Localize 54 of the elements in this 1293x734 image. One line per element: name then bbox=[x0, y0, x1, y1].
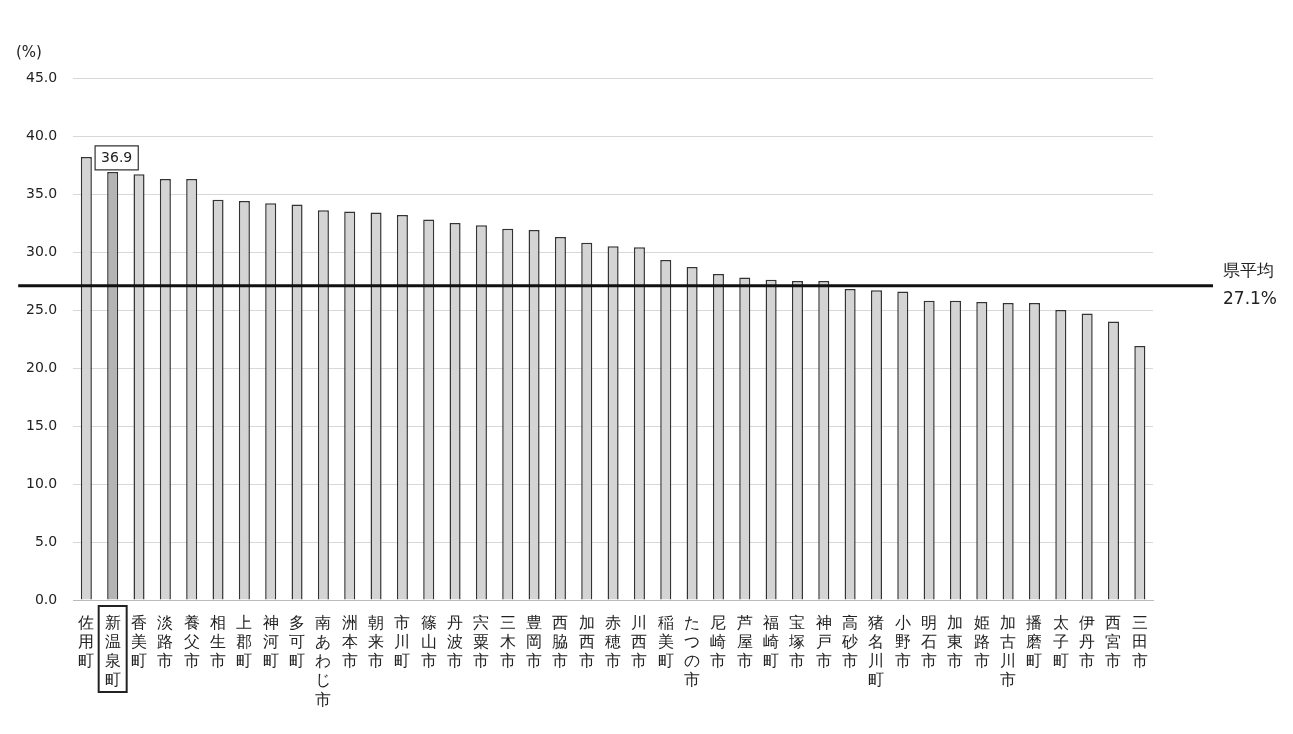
x-tick-label: 朝来市 bbox=[368, 612, 385, 671]
x-tick-label: 篠山市 bbox=[420, 612, 437, 671]
y-tick-label: 45.0 bbox=[26, 68, 58, 85]
y-tick-label: 40.0 bbox=[26, 126, 58, 143]
x-tick-label: 西脇市 bbox=[552, 612, 569, 671]
x-tick-label: 姫路市 bbox=[973, 612, 990, 671]
y-tick-label: 10.0 bbox=[26, 474, 58, 491]
x-tick-label: 稲美町 bbox=[657, 612, 674, 671]
x-tick-label: 尼崎市 bbox=[710, 612, 727, 671]
y-tick-label: 35.0 bbox=[26, 184, 58, 201]
x-tick-label: 小野市 bbox=[894, 612, 911, 671]
x-tick-label: 淡路市 bbox=[157, 612, 174, 671]
x-tick-label: 赤穂市 bbox=[605, 612, 622, 671]
x-tick-label: 宍粟市 bbox=[473, 612, 490, 671]
x-tick-label: 播磨町 bbox=[1026, 612, 1043, 671]
x-tick-label: 三田市 bbox=[1131, 612, 1148, 671]
x-tick-label: 佐用町 bbox=[78, 612, 95, 671]
x-tick-label: 明石市 bbox=[921, 612, 938, 671]
y-tick-label: 20.0 bbox=[26, 358, 58, 375]
x-tick-label: 猪名川町 bbox=[868, 612, 885, 690]
x-tick-label: 香美町 bbox=[131, 612, 148, 671]
x-tick-label: 新温泉町 bbox=[104, 612, 121, 690]
x-tick-label: 加西市 bbox=[578, 612, 595, 671]
x-tick-label: 丹波市 bbox=[447, 612, 464, 671]
x-tick-label: 加古川市 bbox=[1000, 612, 1017, 690]
x-tick-label: 三木市 bbox=[499, 612, 516, 671]
x-tick-label: 多可町 bbox=[289, 612, 306, 671]
x-tick-label: 川西市 bbox=[631, 612, 648, 671]
ref-line-label: 県平均 27.1% bbox=[1223, 260, 1278, 309]
x-tick-label: 芦屋市 bbox=[736, 612, 753, 671]
x-tick-label: 神戸市 bbox=[815, 612, 832, 671]
x-tick-label: 伊丹市 bbox=[1079, 612, 1096, 671]
data-label: 36.9 bbox=[101, 148, 133, 165]
x-tick-label: 西宮市 bbox=[1105, 612, 1122, 671]
x-tick-label: 宝塚市 bbox=[788, 612, 806, 671]
y-axis-title: (%) bbox=[16, 42, 42, 61]
y-tick-label: 5.0 bbox=[34, 532, 58, 549]
x-tick-label: 高砂市 bbox=[841, 612, 859, 671]
x-tick-label: 神河町 bbox=[262, 612, 279, 671]
x-tick-label: 福崎町 bbox=[763, 612, 780, 671]
y-tick-label: 15.0 bbox=[26, 416, 58, 433]
x-tick-label: 南あわじ市 bbox=[315, 612, 332, 709]
y-tick-label: 25.0 bbox=[26, 300, 58, 317]
x-tick-label: 洲本市 bbox=[341, 612, 358, 671]
x-tick-label: 太子町 bbox=[1052, 612, 1069, 671]
x-tick-label: 養父市 bbox=[183, 612, 200, 671]
x-tick-label: たつの市 bbox=[684, 612, 701, 690]
x-tick-label: 上郡町 bbox=[236, 612, 253, 671]
y-tick-label: 0.0 bbox=[34, 590, 58, 607]
x-tick-label: 加東市 bbox=[947, 612, 964, 671]
x-tick-label: 相生市 bbox=[210, 612, 227, 671]
x-tick-label: 豊岡市 bbox=[526, 612, 543, 671]
x-tick-label: 市川町 bbox=[394, 612, 411, 671]
y-tick-label: 30.0 bbox=[26, 242, 58, 259]
